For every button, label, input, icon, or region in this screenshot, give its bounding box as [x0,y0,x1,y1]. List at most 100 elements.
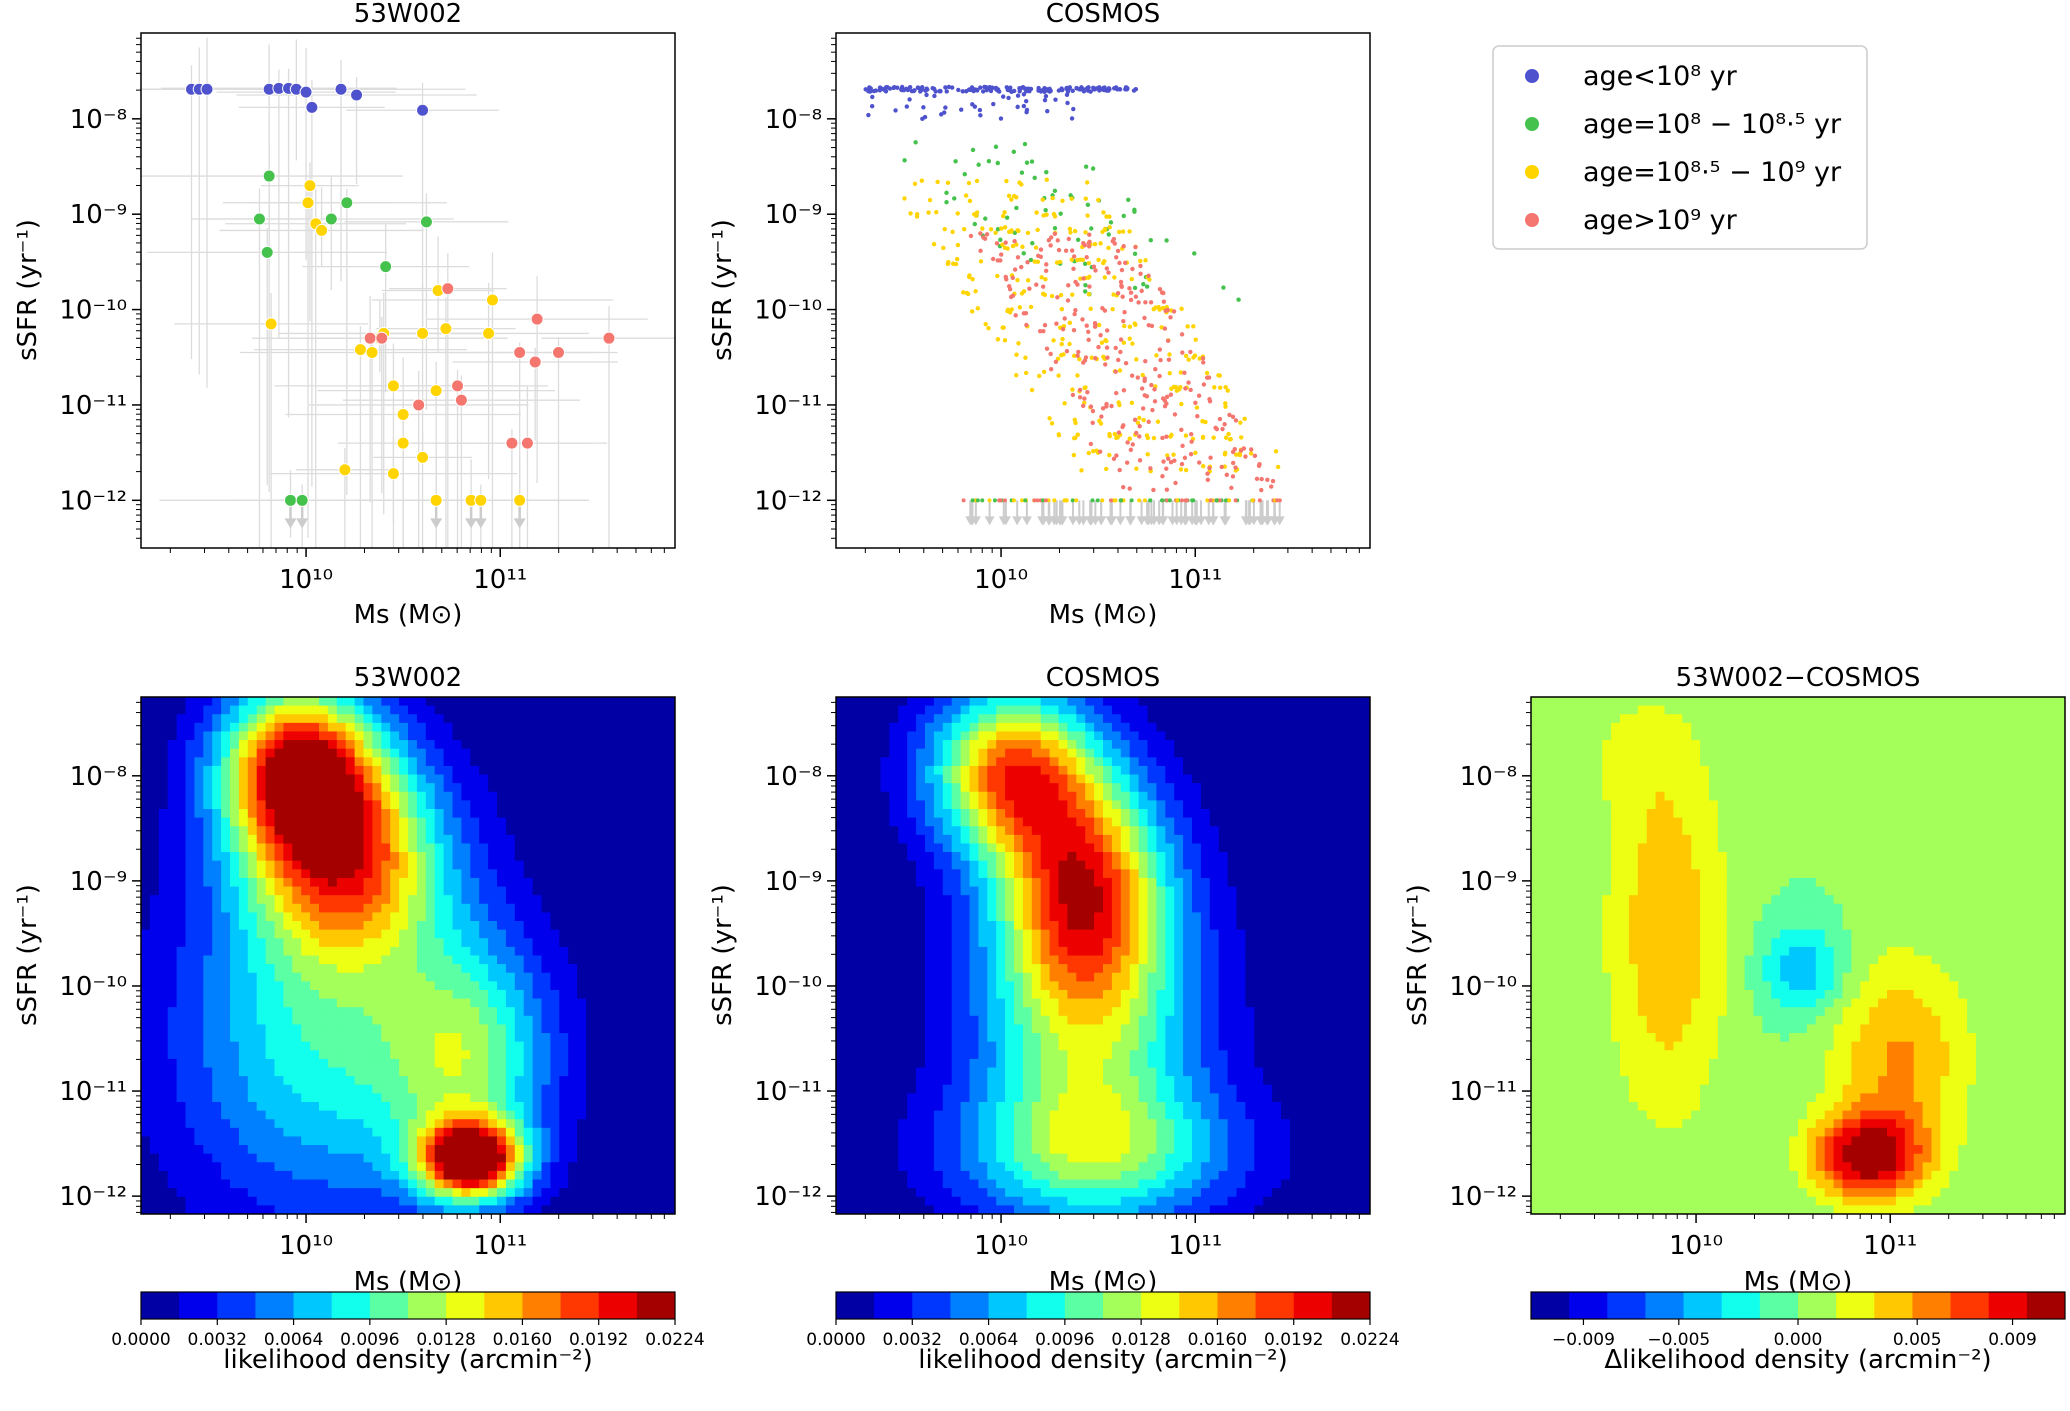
scatter-point [1165,307,1170,313]
density-cell [568,1084,578,1094]
density-cell [230,1196,240,1206]
scatter-point [1188,349,1193,355]
density-cell [363,929,373,939]
density-cell [434,714,445,724]
density-cell [523,903,534,914]
scatter-point [962,226,967,232]
density-cell [185,1127,195,1138]
density-cell [372,1015,382,1026]
density-cell [381,1153,391,1163]
density-cell [265,964,276,974]
density-cell [203,783,213,793]
density-cell [336,877,347,888]
density-cell [230,1093,240,1103]
density-cell [158,800,169,810]
density-cell [310,809,320,819]
density-cell [221,886,231,896]
density-cell [327,1145,338,1155]
density-cell [310,697,320,707]
density-cell [550,697,560,707]
density-cell [657,938,667,948]
density-cell [310,765,320,776]
density-cell [550,1024,560,1034]
scatter-point [1000,242,1005,247]
density-cell [167,731,178,741]
scatter-point [1014,195,1019,200]
density-cell [497,757,507,767]
scatter-point [1164,434,1169,439]
density-cell [505,903,516,914]
density-cell [247,1101,258,1112]
scatter-point [998,258,1003,263]
density-cell [265,1145,276,1155]
density-cell [559,697,569,707]
density-cell [550,748,560,758]
density-cell [185,783,195,793]
scatter-series [902,177,1281,474]
density-cell [176,1136,187,1146]
scatter-point [1153,366,1158,372]
legend-marker [1525,69,1539,83]
density-cell [425,774,436,784]
density-cell [594,929,605,939]
density-cell [247,843,258,853]
scatter-point [1009,307,1015,312]
density-cell [497,1050,507,1060]
density-cell [612,809,623,819]
density-cell [488,748,498,758]
scatter-point [1049,235,1054,240]
density-cell [630,843,640,853]
scatter-point [1123,85,1129,90]
density-cell [203,1162,213,1172]
density-cell [354,765,365,776]
density-cell [505,1007,516,1017]
density-cell [497,946,507,957]
density-cell [176,800,187,810]
density-cell [666,955,675,965]
density-cell [301,1007,311,1017]
density-cell [167,1024,178,1034]
density-cell [452,705,462,715]
density-cell [381,912,391,922]
density-cell [327,1024,338,1034]
scatter-point [1056,373,1061,378]
density-cell [301,1033,311,1043]
density-cell [274,1024,284,1034]
scatter-point [1058,211,1063,216]
scatter-point [1030,241,1035,246]
density-cell [345,705,356,715]
density-cell [381,886,391,896]
density-cell [434,748,445,758]
scatter-point [1005,308,1010,314]
scatter-point [1168,392,1174,397]
scatter-point [1130,442,1135,447]
density-cell [630,748,640,758]
scatter-point [1065,298,1071,303]
density-cell [425,809,436,819]
density-cell [639,1007,649,1017]
density-cell [541,1033,551,1043]
density-cell [568,1153,578,1163]
density-cell [176,791,187,801]
density-cell [212,843,222,853]
density-cell [283,989,293,1000]
scatter-point [961,498,966,503]
density-cell [559,946,569,957]
density-cell [185,981,195,991]
density-cell [657,921,667,931]
density-cell [372,1041,382,1051]
density-cell [630,783,640,793]
density-cell [550,998,560,1008]
density-cell [336,972,347,982]
density-cell [470,1033,480,1043]
scatter-point [1060,198,1065,203]
density-cell [399,705,409,715]
scatter-point [1075,237,1081,243]
density-cell [203,1041,213,1051]
density-cell [603,791,614,801]
density-cell [621,964,632,974]
density-cell [399,1179,409,1189]
density-cell [310,946,320,957]
density-cell [310,964,320,974]
density-cell [158,783,169,793]
